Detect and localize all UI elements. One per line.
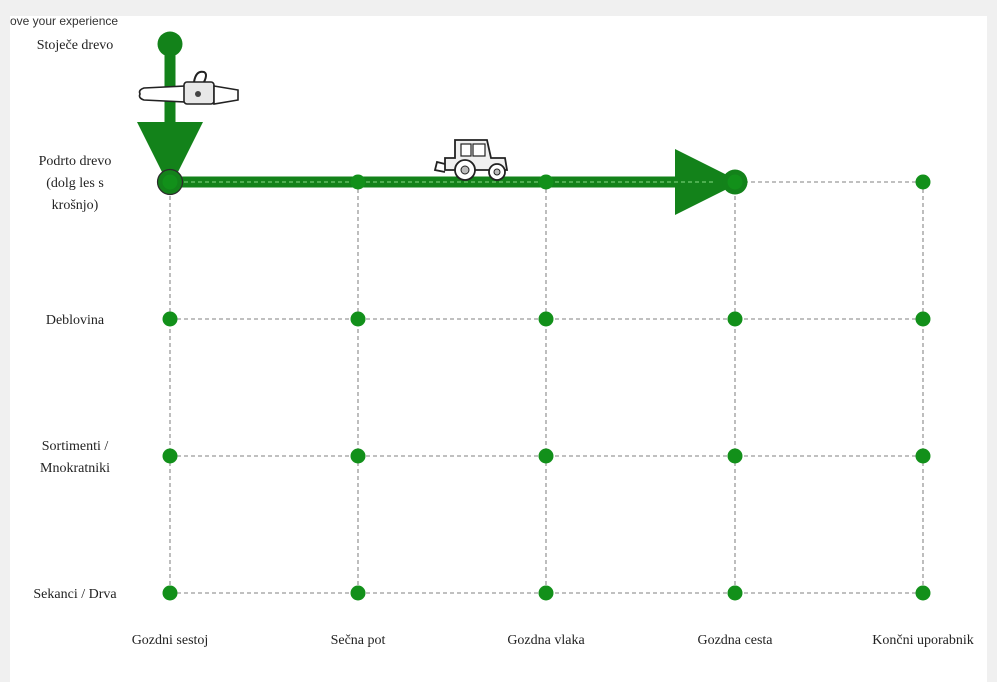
grid-node bbox=[915, 311, 931, 327]
grid-node bbox=[538, 311, 554, 327]
grid-node bbox=[538, 585, 554, 601]
grid-node bbox=[162, 311, 178, 327]
column-label: Gozdni sestoj bbox=[132, 633, 209, 648]
grid-node bbox=[350, 174, 366, 190]
grid-node bbox=[538, 174, 554, 190]
tractor-icon bbox=[433, 139, 509, 181]
banner-text: ove your experience bbox=[10, 14, 119, 28]
grid-node bbox=[727, 448, 743, 464]
row-label-sortimenti: Sortimenti / Mnokratniki bbox=[40, 439, 110, 476]
grid-node bbox=[727, 585, 743, 601]
grid-node bbox=[915, 174, 931, 190]
supply-chain-diagram: Stoječe drevo Podrto drevo (dolg les s kroš… bbox=[33, 31, 974, 648]
grid-node bbox=[727, 174, 743, 190]
column-label: Gozdna vlaka bbox=[507, 633, 585, 648]
column-label: Gozdna cesta bbox=[697, 633, 773, 648]
axis-labels: Stoječe drevo Podrto drevo (dolg les s kroš… bbox=[33, 38, 973, 648]
grid-nodes bbox=[162, 174, 931, 601]
row-label-deblovina: Deblovina bbox=[46, 313, 105, 328]
row-label-sekanci: Sekanci / Drva bbox=[33, 587, 117, 602]
column-label: Končni uporabnik bbox=[872, 633, 973, 648]
column-label: Sečna pot bbox=[331, 633, 386, 648]
grid-node bbox=[915, 448, 931, 464]
grid-node bbox=[162, 448, 178, 464]
row-label-stojece: Stoječe drevo bbox=[37, 38, 114, 53]
row-label-podrto: Podrto drevo (dolg les s krošnjo) bbox=[39, 154, 112, 213]
grid-node bbox=[350, 448, 366, 464]
grid-node bbox=[350, 585, 366, 601]
grid-node bbox=[915, 585, 931, 601]
grid-node bbox=[538, 448, 554, 464]
grid-node bbox=[162, 174, 178, 190]
grid-node bbox=[162, 585, 178, 601]
grid-node bbox=[350, 311, 366, 327]
grid-node bbox=[727, 311, 743, 327]
diagram-canvas: ove your experience Stoječe drevo Podrto … bbox=[10, 14, 987, 682]
chainsaw-icon bbox=[138, 70, 239, 105]
grid-lines bbox=[169, 181, 924, 594]
path-node bbox=[157, 31, 183, 57]
